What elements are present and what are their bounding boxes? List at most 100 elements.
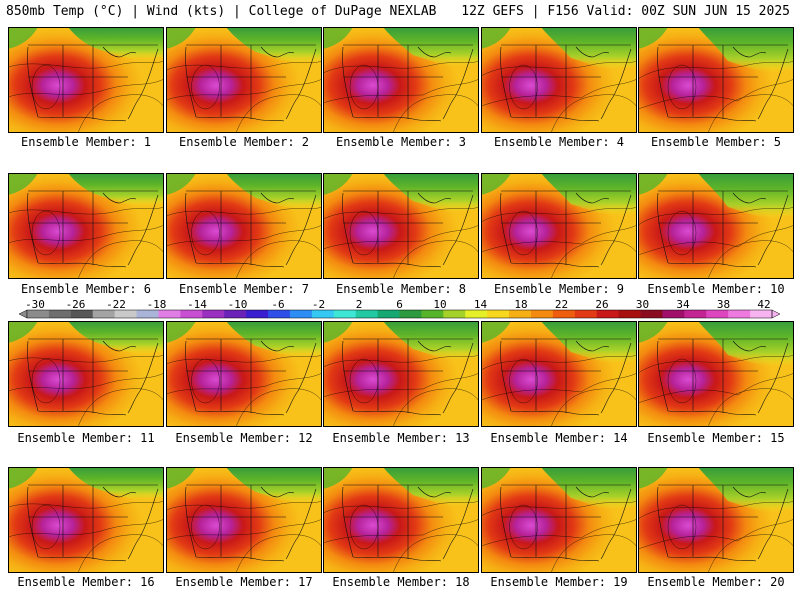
colorbar-tick-label: 14	[474, 299, 488, 311]
colorbar-swatch	[27, 310, 50, 318]
ensemble-member-label: Ensemble Member: 17	[175, 575, 313, 589]
colorbar-swatch	[246, 310, 269, 318]
colorbar-swatch	[70, 310, 94, 318]
map-field	[166, 173, 322, 279]
colorbar-swatch	[224, 310, 247, 318]
colorbar-swatch	[574, 310, 598, 318]
map-field	[323, 173, 479, 279]
colorbar-tick-label: 10	[433, 299, 446, 311]
map-field	[638, 467, 794, 573]
colorbar-swatch	[180, 310, 203, 318]
colorbar-tick-label: 6	[396, 299, 403, 311]
colorbar-tick-label: -26	[66, 299, 86, 311]
colorbar-swatch	[333, 310, 357, 318]
ensemble-map-panel	[8, 27, 164, 133]
colorbar-swatch	[377, 310, 400, 318]
ensemble-map-panel	[166, 321, 322, 427]
colorbar-tick-label: 26	[595, 299, 608, 311]
colorbar-tick-label: -30	[25, 299, 45, 311]
colorbar-swatch	[355, 310, 379, 318]
map-field	[481, 173, 637, 279]
ensemble-map-panel	[481, 467, 637, 573]
map-field	[638, 321, 794, 427]
ensemble-map-panel	[8, 467, 164, 573]
ensemble-map-panel	[166, 27, 322, 133]
colorbar-tick-label: -14	[187, 299, 207, 311]
ensemble-member-label: Ensemble Member: 6	[20, 282, 152, 296]
colorbar-tick-label: 42	[757, 299, 770, 311]
colorbar-tick-label: -10	[228, 299, 248, 311]
colorbar-swatch	[268, 310, 291, 318]
colorbar-tick-label: -2	[312, 299, 325, 311]
ensemble-member-label: Ensemble Member: 14	[490, 431, 628, 445]
temperature-colorbar: -30 -26 -22 -18 -14 -10 -6 -2 2 6 10 14 18 22 26 30 34 38…	[0, 299, 800, 321]
ensemble-map-panel	[481, 27, 637, 133]
map-field	[638, 173, 794, 279]
colorbar-swatch	[421, 310, 444, 318]
ensemble-map-panel	[638, 173, 794, 279]
ensemble-member-label: Ensemble Member: 4	[493, 135, 625, 149]
colorbar-tick-label: -18	[147, 299, 167, 311]
ensemble-map-panel	[8, 173, 164, 279]
map-field	[8, 27, 164, 133]
ensemble-map-panel	[481, 321, 637, 427]
map-title: 850mb Temp (°C) | Wind (kts) | College o…	[6, 4, 437, 19]
ensemble-map-panel	[323, 173, 479, 279]
ensemble-member-label: Ensemble Member: 5	[650, 135, 782, 149]
ensemble-map-panel	[481, 173, 637, 279]
colorbar-swatch	[443, 310, 466, 318]
colorbar-swatch	[202, 310, 225, 318]
ensemble-member-label: Ensemble Member: 2	[178, 135, 310, 149]
ensemble-map-panel	[8, 321, 164, 427]
ensemble-member-label: Ensemble Member: 16	[17, 575, 155, 589]
map-field	[323, 467, 479, 573]
colorbar-swatch	[552, 310, 576, 318]
ensemble-member-label: Ensemble Member: 12	[175, 431, 313, 445]
colorbar-graphic: -30 -26 -22 -18 -14 -10 -6 -2 2 6 10 14 18 22 26 30 34 38…	[18, 299, 781, 319]
map-field	[323, 321, 479, 427]
ensemble-map-panel	[638, 27, 794, 133]
ensemble-member-label: Ensemble Member: 1	[20, 135, 152, 149]
colorbar-tick-label: 2	[356, 299, 363, 311]
colorbar-swatch	[114, 310, 138, 318]
colorbar-tick-label: 18	[514, 299, 527, 311]
colorbar-swatch	[750, 310, 773, 318]
colorbar-swatch	[48, 310, 72, 318]
map-field	[166, 467, 322, 573]
colorbar-tick-label: 34	[676, 299, 690, 311]
map-field	[638, 27, 794, 133]
ensemble-map-panel	[323, 27, 479, 133]
map-field	[481, 321, 637, 427]
colorbar-swatch	[530, 310, 554, 318]
map-field	[166, 27, 322, 133]
ensemble-member-label: Ensemble Member: 7	[178, 282, 310, 296]
colorbar-swatch	[706, 310, 729, 318]
map-field	[166, 321, 322, 427]
colorbar-tick-label: 22	[555, 299, 568, 311]
colorbar-swatch	[465, 310, 488, 318]
colorbar-outline	[26, 309, 773, 319]
colorbar-tick-label: 30	[636, 299, 649, 311]
ensemble-member-label: Ensemble Member: 3	[335, 135, 467, 149]
ensemble-member-label: Ensemble Member: 20	[647, 575, 785, 589]
ensemble-member-label: Ensemble Member: 19	[490, 575, 628, 589]
colorbar-swatch	[640, 310, 663, 318]
map-field	[481, 467, 637, 573]
colorbar-swatch	[158, 310, 181, 318]
colorbar-arrow-left	[18, 309, 28, 319]
colorbar-swatch	[618, 310, 642, 318]
colorbar-swatch	[662, 310, 685, 318]
ensemble-map-panel	[166, 467, 322, 573]
ensemble-map-panel	[638, 467, 794, 573]
ensemble-member-label: Ensemble Member: 8	[335, 282, 467, 296]
ensemble-map-panel	[323, 321, 479, 427]
map-field	[8, 321, 164, 427]
ensemble-map-panel	[323, 467, 479, 573]
colorbar-tick-label: 38	[717, 299, 730, 311]
colorbar-arrow-right	[771, 309, 781, 319]
ensemble-member-label: Ensemble Member: 15	[647, 431, 785, 445]
ensemble-map-panel	[166, 173, 322, 279]
map-field	[323, 27, 479, 133]
colorbar-swatch	[509, 310, 532, 318]
map-field	[8, 467, 164, 573]
